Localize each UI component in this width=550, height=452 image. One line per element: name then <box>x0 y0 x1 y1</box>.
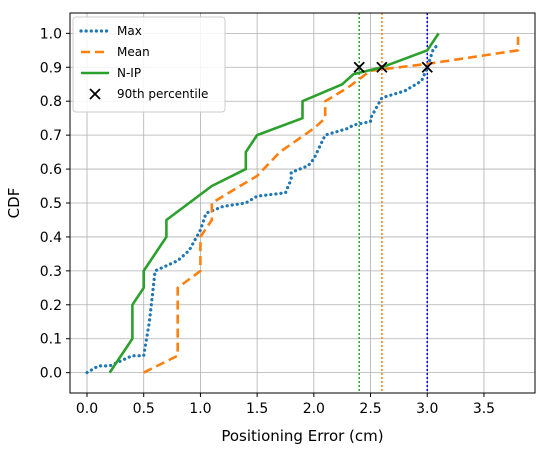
legend-box <box>72 16 226 113</box>
series-lines <box>85 32 520 375</box>
x-tick-label: 1.0 <box>189 401 211 417</box>
percentile-marker <box>353 61 365 73</box>
legend-marker-icon <box>89 88 101 100</box>
legend-label: 90th percentile <box>117 87 208 101</box>
series-line-max <box>85 41 441 375</box>
x-tick-label: 3.0 <box>416 401 438 417</box>
y-tick-label: 0.3 <box>40 264 62 280</box>
x-stroke <box>353 61 365 73</box>
legend: Max Mean N-IP 90th percentile <box>72 16 226 113</box>
legend-label: N-IP <box>117 66 141 80</box>
y-tick-label: 0.2 <box>40 298 62 314</box>
y-axis-ticks: 0.0 0.1 0.2 0.3 0.4 0.5 0.6 0.7 0.8 0.9 1.0 <box>40 26 70 382</box>
x-tick-label: 0.5 <box>133 401 155 417</box>
y-axis-label: CDF <box>5 188 23 219</box>
x-stroke <box>421 61 433 73</box>
y-tick-label: 0.5 <box>40 196 62 212</box>
x-axis-ticks: 0.0 0.5 1.0 1.5 2.0 2.5 3.0 3.5 <box>76 393 495 417</box>
y-tick-label: 0.4 <box>40 230 62 246</box>
y-tick-label: 0.6 <box>40 162 62 178</box>
percentile-markers <box>353 61 433 73</box>
y-tick-label: 0.7 <box>40 128 62 144</box>
x-axis-label: Positioning Error (cm) <box>221 427 383 445</box>
x-tick-label: 1.5 <box>246 401 268 417</box>
series-line-mean <box>143 36 520 374</box>
y-tick-label: 0.0 <box>40 366 62 382</box>
x-tick-label: 0.0 <box>76 401 98 417</box>
x-tick-label: 2.0 <box>303 401 325 417</box>
y-tick-label: 0.8 <box>40 94 62 110</box>
y-tick-label: 0.9 <box>40 60 62 76</box>
legend-label: Max <box>117 24 142 38</box>
x-stroke <box>376 61 388 73</box>
y-tick-label: 1.0 <box>40 26 62 42</box>
percentile-marker <box>421 61 433 73</box>
x-stroke <box>89 88 101 100</box>
percentile-marker <box>376 61 388 73</box>
percentile-vertical-lines <box>358 13 429 393</box>
y-tick-label: 0.1 <box>40 332 62 348</box>
x-tick-label: 3.5 <box>473 401 495 417</box>
legend-label: Mean <box>117 45 150 59</box>
x-tick-label: 2.5 <box>359 401 381 417</box>
series-line-n-ip <box>108 32 440 374</box>
